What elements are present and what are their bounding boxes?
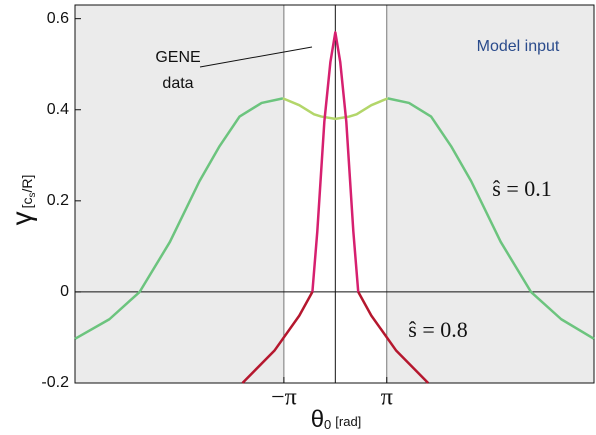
y-label-unit: s xyxy=(27,193,38,198)
series-line xyxy=(282,97,389,121)
x-label-unit: [rad] xyxy=(335,414,361,429)
annotation: ŝ = 0.1 xyxy=(492,176,551,201)
annotation: data xyxy=(162,75,193,92)
x-tick-label: π xyxy=(381,385,393,411)
annotation-pointer xyxy=(199,46,313,68)
series-line xyxy=(74,97,284,340)
series-line xyxy=(241,291,314,384)
y-tick-label: 0.2 xyxy=(47,192,69,209)
y-tick-label: -0.2 xyxy=(41,374,69,391)
series-line xyxy=(357,291,430,384)
background: -0.2 0 0.2 0.4 0.6 −π π xyxy=(41,5,594,411)
x-axis-label: θ0 [rad] xyxy=(311,406,362,433)
series-line xyxy=(311,31,360,293)
shade xyxy=(386,5,594,383)
annotation: GENE xyxy=(155,49,200,66)
annotation: Model input xyxy=(477,38,560,55)
y-tick-label: 0.6 xyxy=(47,10,69,27)
y-label-parts: γ [cs/R] xyxy=(6,175,37,226)
series-line xyxy=(387,97,595,340)
y-axis-label: γ [cs/R] xyxy=(6,175,37,226)
annotation: ŝ = 0.8 xyxy=(408,317,467,342)
frame xyxy=(74,4,595,384)
y-label-unit: /R] xyxy=(19,175,35,193)
x-tick-label: −π xyxy=(271,385,297,411)
y-label-symbol: γ xyxy=(6,211,37,225)
x-label-sub: 0 xyxy=(324,417,331,432)
x-label-symbol: θ xyxy=(311,406,324,433)
y-tick-label: 0.4 xyxy=(47,101,69,118)
y-tick-label: 0 xyxy=(60,283,69,300)
marks xyxy=(74,4,595,384)
y-label-unit: [c xyxy=(19,198,35,209)
